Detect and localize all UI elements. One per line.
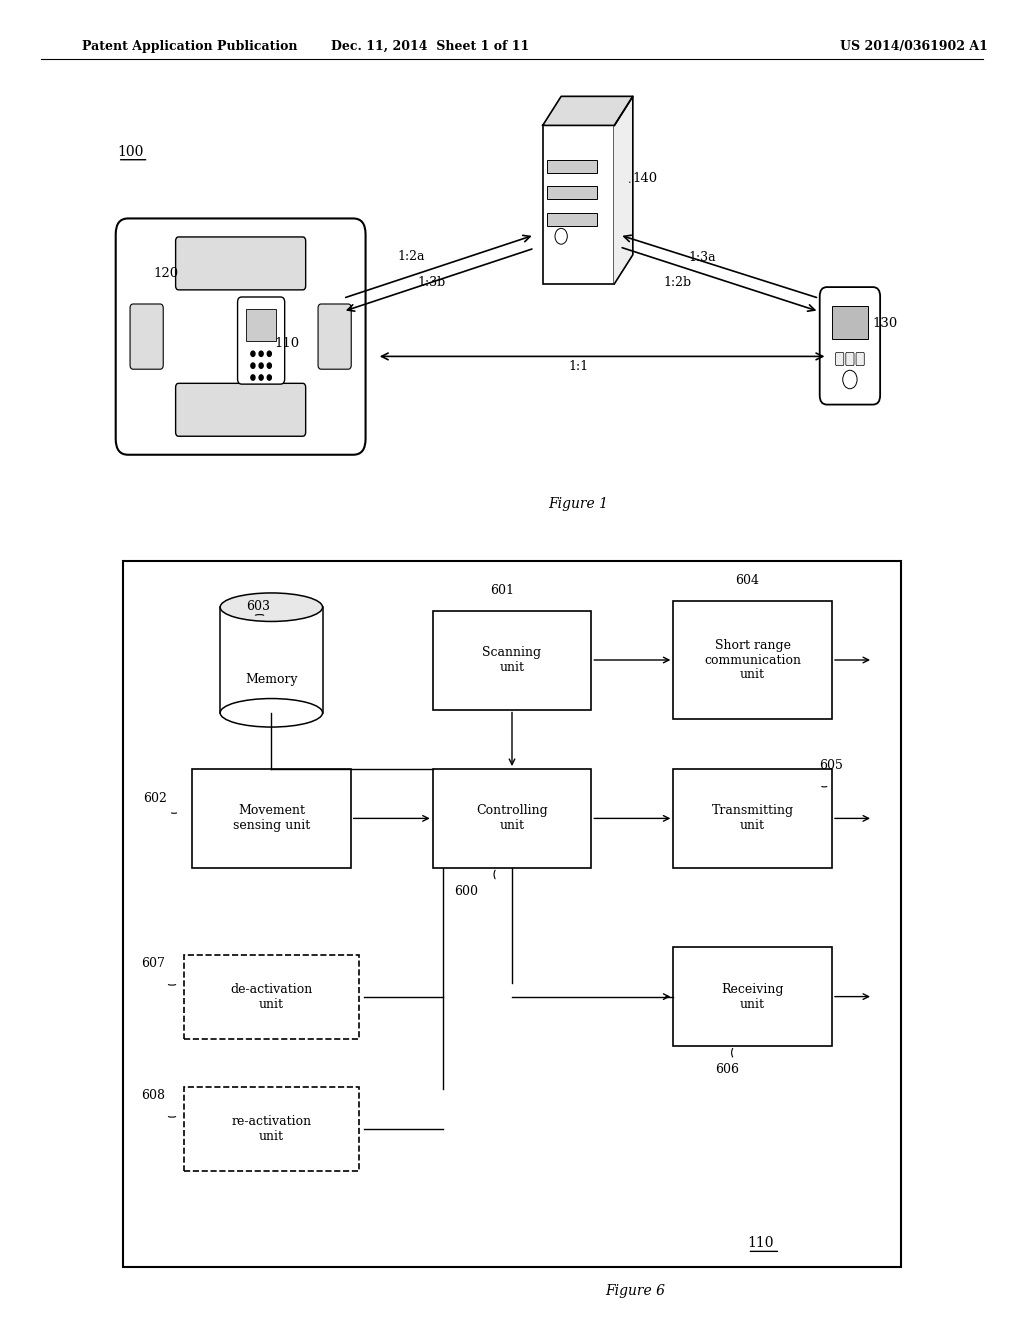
Text: re-activation
unit: re-activation unit bbox=[231, 1114, 311, 1143]
Text: 110: 110 bbox=[274, 337, 300, 350]
FancyBboxPatch shape bbox=[238, 297, 285, 384]
FancyBboxPatch shape bbox=[176, 383, 305, 436]
FancyBboxPatch shape bbox=[116, 218, 366, 454]
FancyBboxPatch shape bbox=[547, 160, 597, 173]
Text: 100: 100 bbox=[118, 145, 144, 158]
Text: Transmitting
unit: Transmitting unit bbox=[712, 804, 794, 833]
Text: 603: 603 bbox=[246, 599, 269, 612]
Text: 605: 605 bbox=[819, 759, 843, 772]
Text: 600: 600 bbox=[454, 886, 478, 898]
FancyBboxPatch shape bbox=[130, 304, 163, 370]
Text: de-activation
unit: de-activation unit bbox=[230, 982, 312, 1011]
FancyBboxPatch shape bbox=[184, 954, 358, 1039]
Text: 1:3b: 1:3b bbox=[418, 276, 446, 289]
Text: 130: 130 bbox=[872, 317, 898, 330]
Ellipse shape bbox=[220, 593, 323, 622]
Text: Memory: Memory bbox=[245, 673, 298, 686]
Text: 110: 110 bbox=[748, 1237, 774, 1250]
Text: 606: 606 bbox=[715, 1064, 739, 1076]
FancyBboxPatch shape bbox=[184, 1086, 358, 1171]
Text: 1:3a: 1:3a bbox=[688, 251, 716, 264]
Ellipse shape bbox=[220, 698, 323, 727]
FancyBboxPatch shape bbox=[543, 125, 614, 284]
Text: Figure 6: Figure 6 bbox=[605, 1284, 665, 1298]
FancyBboxPatch shape bbox=[819, 288, 880, 404]
Text: US 2014/0361902 A1: US 2014/0361902 A1 bbox=[840, 40, 987, 53]
Circle shape bbox=[267, 351, 271, 356]
FancyBboxPatch shape bbox=[193, 768, 350, 869]
FancyBboxPatch shape bbox=[318, 304, 351, 370]
FancyBboxPatch shape bbox=[674, 768, 831, 869]
Text: Figure 1: Figure 1 bbox=[549, 498, 608, 511]
Text: Dec. 11, 2014  Sheet 1 of 11: Dec. 11, 2014 Sheet 1 of 11 bbox=[331, 40, 529, 53]
FancyBboxPatch shape bbox=[846, 352, 854, 366]
FancyBboxPatch shape bbox=[176, 238, 305, 290]
Circle shape bbox=[251, 375, 255, 380]
FancyBboxPatch shape bbox=[674, 948, 831, 1045]
Polygon shape bbox=[543, 96, 633, 125]
Circle shape bbox=[267, 363, 271, 368]
Text: 602: 602 bbox=[143, 792, 167, 805]
Text: 601: 601 bbox=[489, 585, 514, 597]
Circle shape bbox=[259, 375, 263, 380]
Text: Movement
sensing unit: Movement sensing unit bbox=[232, 804, 310, 833]
Text: Receiving
unit: Receiving unit bbox=[721, 982, 784, 1011]
FancyBboxPatch shape bbox=[432, 610, 592, 710]
Text: 1:2b: 1:2b bbox=[664, 276, 691, 289]
FancyBboxPatch shape bbox=[246, 309, 276, 341]
Text: Short range
communication
unit: Short range communication unit bbox=[705, 639, 801, 681]
FancyBboxPatch shape bbox=[123, 561, 901, 1267]
Text: 1:1: 1:1 bbox=[568, 360, 589, 374]
Text: 607: 607 bbox=[141, 957, 165, 970]
FancyBboxPatch shape bbox=[836, 352, 844, 366]
Text: 1:2a: 1:2a bbox=[397, 249, 425, 263]
Text: Scanning
unit: Scanning unit bbox=[482, 645, 542, 675]
FancyBboxPatch shape bbox=[831, 306, 868, 339]
Circle shape bbox=[251, 351, 255, 356]
Circle shape bbox=[251, 363, 255, 368]
Polygon shape bbox=[614, 96, 633, 284]
FancyBboxPatch shape bbox=[856, 352, 864, 366]
FancyBboxPatch shape bbox=[674, 601, 831, 719]
Circle shape bbox=[259, 363, 263, 368]
FancyBboxPatch shape bbox=[220, 607, 323, 713]
Text: Controlling
unit: Controlling unit bbox=[476, 804, 548, 833]
Text: 140: 140 bbox=[633, 172, 658, 185]
FancyBboxPatch shape bbox=[547, 186, 597, 199]
Text: 604: 604 bbox=[735, 574, 760, 587]
Circle shape bbox=[259, 351, 263, 356]
FancyBboxPatch shape bbox=[547, 213, 597, 226]
Text: 120: 120 bbox=[154, 267, 179, 280]
Text: Patent Application Publication: Patent Application Publication bbox=[82, 40, 297, 53]
Text: 608: 608 bbox=[141, 1089, 165, 1102]
Circle shape bbox=[267, 375, 271, 380]
FancyBboxPatch shape bbox=[432, 768, 592, 869]
